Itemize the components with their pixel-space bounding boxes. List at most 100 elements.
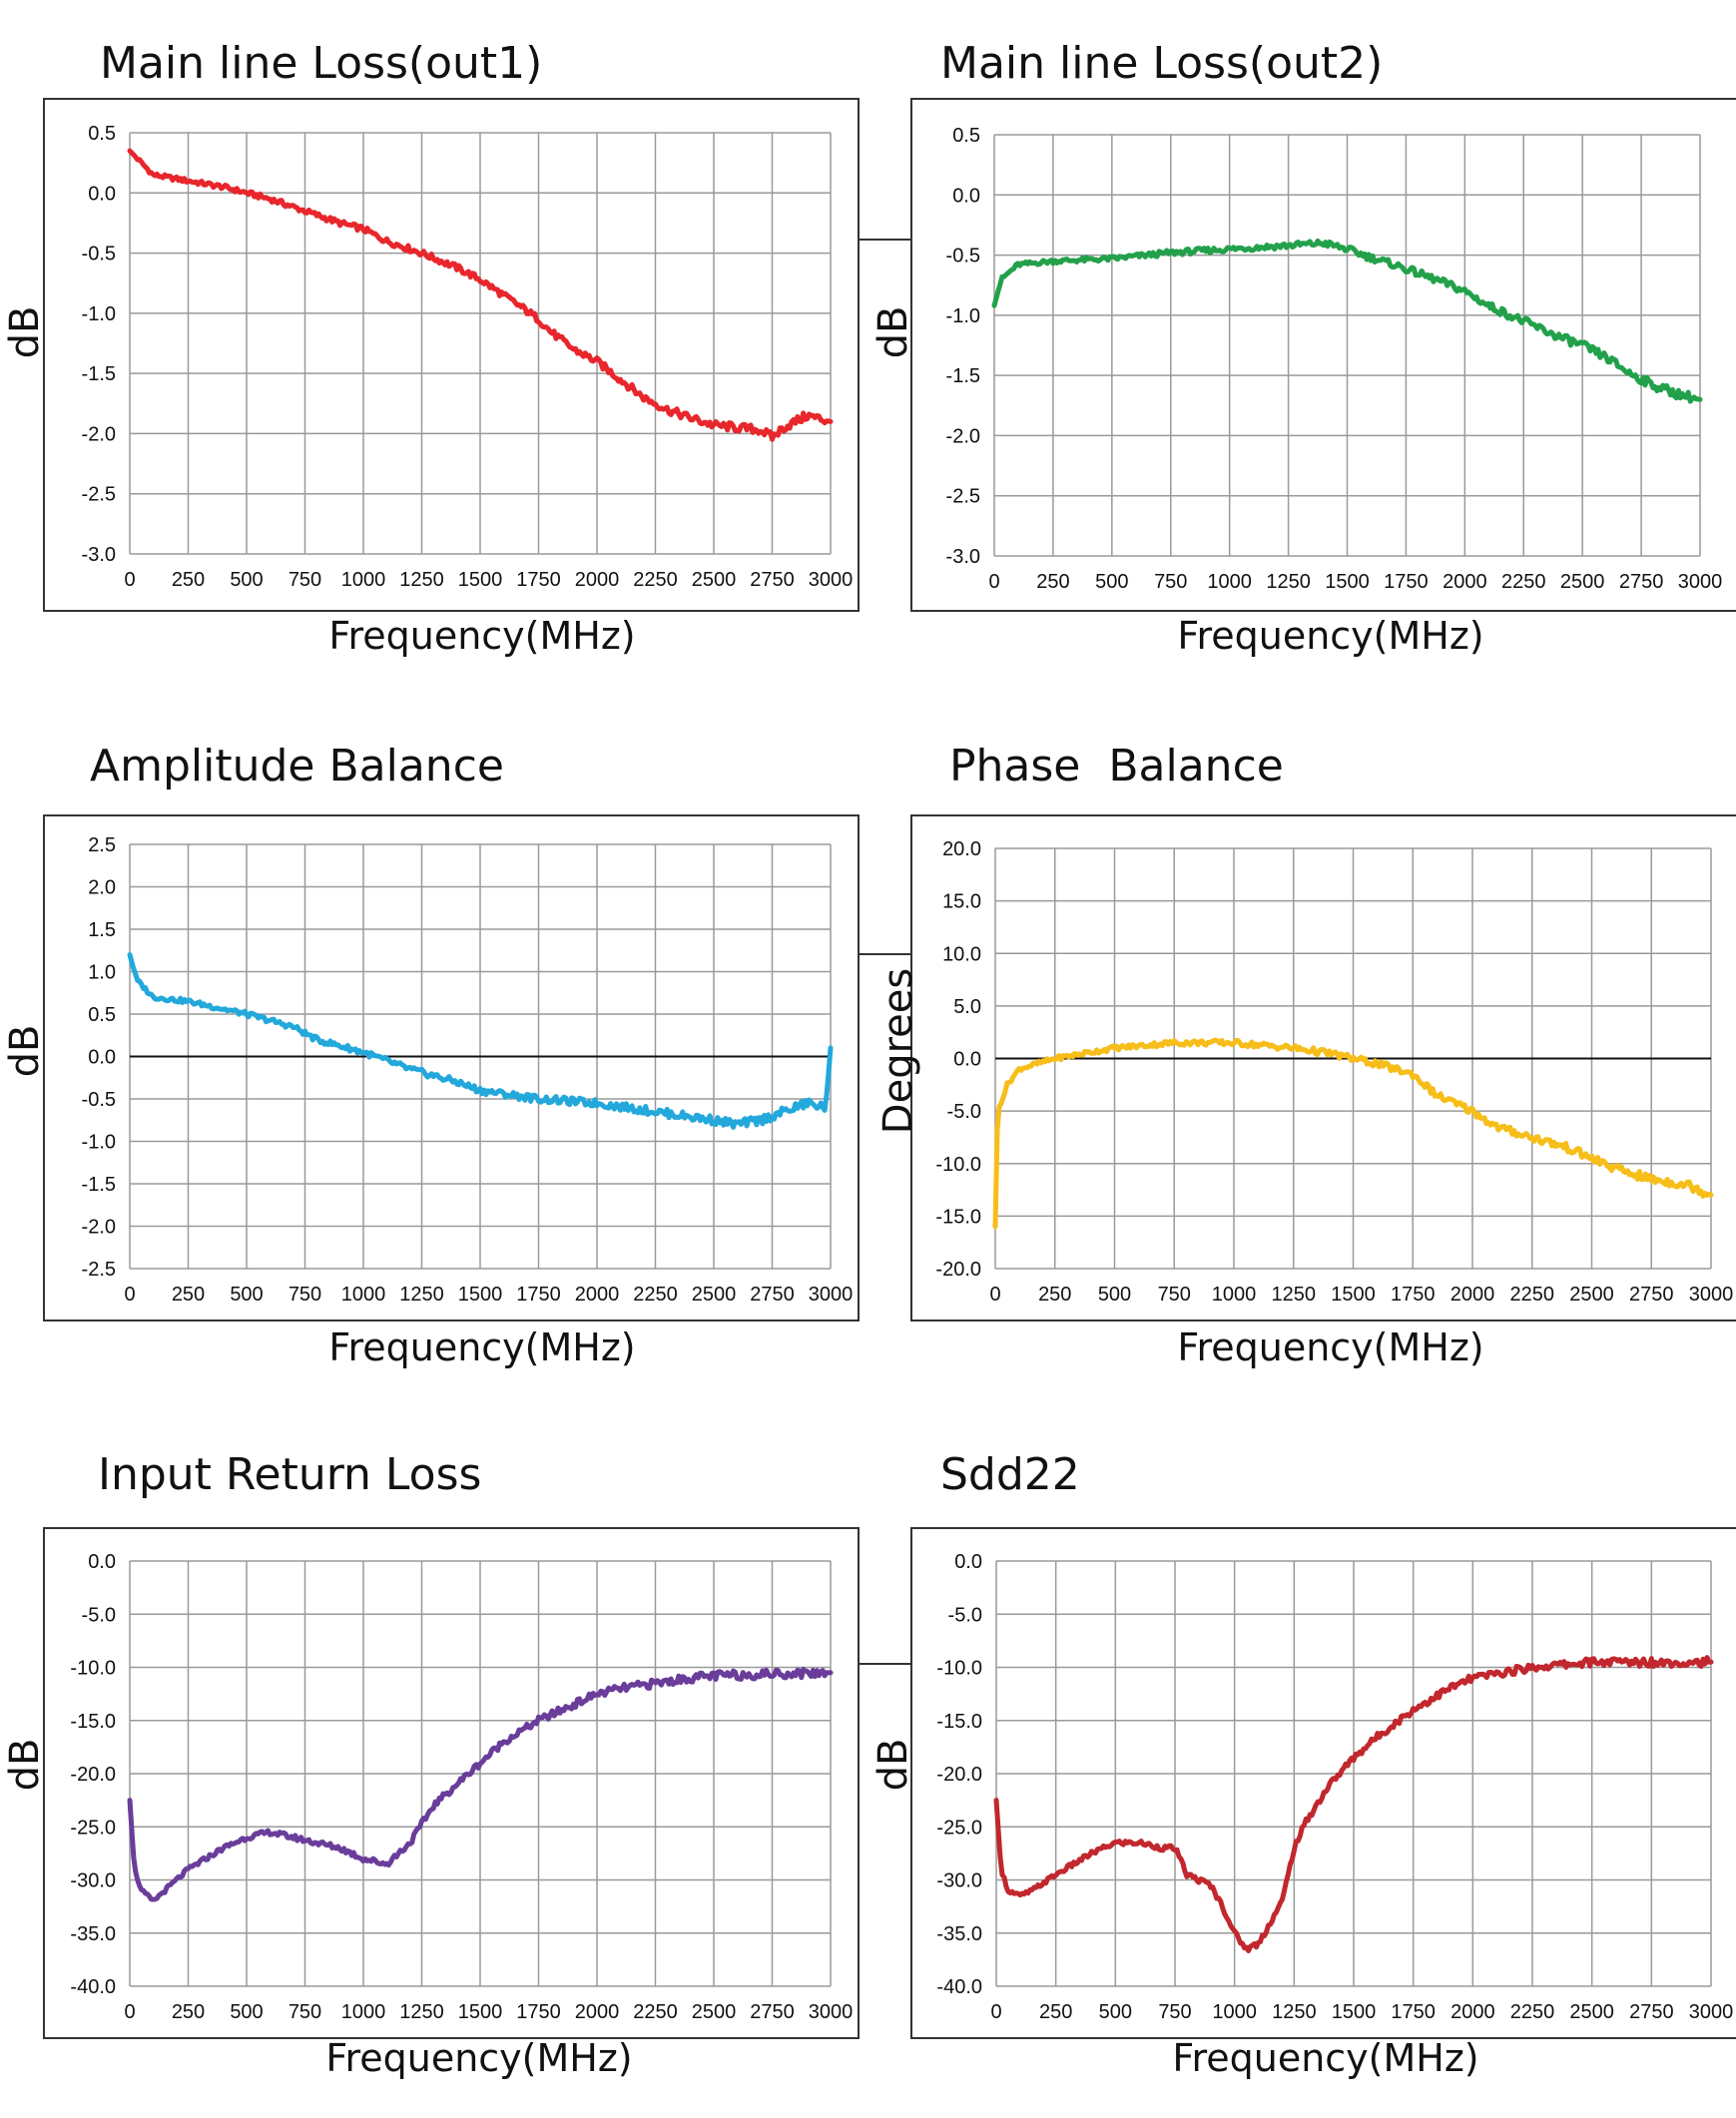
x-tick-label: 0: [124, 569, 135, 591]
x-tick-label: 0: [124, 1284, 135, 1306]
y-tick-label: 0.5: [88, 123, 116, 145]
x-tick-label: 1500: [1331, 1284, 1376, 1306]
x-tick-label: 250: [1039, 2001, 1072, 2023]
x-tick-label: 1500: [1325, 571, 1370, 593]
x-axis-label: Frequency(MHz): [328, 614, 636, 658]
series-line: [991, 238, 1703, 404]
x-axis-label: Frequency(MHz): [325, 2036, 633, 2080]
x-tick-label: 0: [988, 571, 999, 593]
y-tick-label: 10.0: [942, 943, 981, 965]
x-tick-label: 2500: [1560, 571, 1605, 593]
y-tick-label: -1.5: [82, 1174, 116, 1196]
connector-line: [859, 1663, 910, 1665]
chart-title: Sdd22: [940, 1449, 1080, 1500]
x-tick-label: 1250: [1272, 1284, 1317, 1306]
x-tick-label: 250: [172, 2001, 205, 2023]
chart-main-line-loss-out1: Main line Loss(out1) dB Frequency(MHz) 0…: [0, 0, 868, 699]
x-tick-label: 750: [1154, 571, 1187, 593]
x-tick-label: 250: [1038, 1284, 1071, 1306]
y-tick-label: 0.5: [952, 125, 980, 147]
x-tick-label: 2750: [1629, 1284, 1674, 1306]
x-axis-label: Frequency(MHz): [1177, 1325, 1484, 1369]
x-tick-label: 1000: [341, 1284, 386, 1306]
y-tick-label: 1.0: [88, 962, 116, 984]
y-tick-label: -10.0: [70, 1658, 116, 1680]
y-tick-label: 5.0: [953, 996, 981, 1018]
x-tick-label: 2000: [575, 569, 620, 591]
y-tick-label: -25.0: [936, 1817, 982, 1839]
series-line: [127, 952, 834, 1130]
x-tick-label: 2250: [633, 1284, 678, 1306]
x-tick-label: 250: [1036, 571, 1069, 593]
x-tick-label: 1750: [516, 569, 561, 591]
x-tick-label: 2000: [1450, 2001, 1495, 2023]
x-tick-label: 0: [990, 2001, 1001, 2023]
y-tick-label: -25.0: [70, 1817, 116, 1839]
x-tick-label: 0: [124, 2001, 135, 2023]
x-tick-label: 2750: [750, 1284, 795, 1306]
y-tick-label: -1.0: [82, 1132, 116, 1154]
chart-svg: 0 250 500 750 1000 1250 1500 1750 2000 2250 2500 27…: [70, 1551, 853, 2023]
y-tick-label: -40.0: [70, 1976, 116, 1998]
x-tick-label: 1750: [1391, 1284, 1436, 1306]
series-line: [127, 148, 834, 442]
x-tick-label: 2500: [692, 2001, 737, 2023]
x-tick-label: 2000: [575, 2001, 620, 2023]
x-tick-label: 1500: [1332, 2001, 1377, 2023]
x-tick-label: 2750: [750, 569, 795, 591]
chart-svg: 0 250 500 750 1000 1250 1500 1750 2000 2250 2500 27…: [935, 838, 1733, 1306]
x-tick-label: 2500: [692, 1284, 737, 1306]
x-tick-label: 2000: [1450, 1284, 1495, 1306]
x-tick-label: 1750: [1391, 2001, 1436, 2023]
x-tick-label: 1750: [1384, 571, 1429, 593]
y-tick-label: -35.0: [70, 1923, 116, 1945]
x-tick-label: 1250: [399, 1284, 444, 1306]
x-tick-label: 2750: [1619, 571, 1664, 593]
x-tick-label: 2250: [1510, 2001, 1555, 2023]
y-tick-label: -20.0: [936, 1764, 982, 1786]
x-tick-label: 500: [230, 2001, 263, 2023]
chart-title: Input Return Loss: [98, 1449, 482, 1500]
y-tick-label: -2.0: [82, 1217, 116, 1239]
x-tick-label: 3000: [809, 1284, 854, 1306]
plot-area: [43, 1527, 860, 2039]
y-tick-label: -2.0: [82, 423, 116, 445]
chart-title: Main line Loss(out2): [940, 38, 1384, 89]
y-tick-label: -35.0: [936, 1923, 982, 1945]
y-tick-label: -2.5: [946, 486, 980, 508]
x-tick-label: 2000: [575, 1284, 620, 1306]
x-tick-label: 1000: [341, 569, 386, 591]
x-tick-label: 500: [230, 569, 263, 591]
y-tick-label: 0.0: [88, 1551, 116, 1573]
y-tick-label: -1.5: [82, 363, 116, 385]
y-tick-label: -40.0: [936, 1976, 982, 1998]
y-tick-label: -2.0: [946, 425, 980, 447]
x-tick-label: 3000: [1678, 571, 1723, 593]
x-tick-label: 0: [989, 1284, 1000, 1306]
chart-input-return-loss: Input Return Loss dB Frequency(MHz) 0 250…: [0, 1397, 868, 2118]
x-tick-label: 1500: [458, 1284, 503, 1306]
y-tick-label: 20.0: [942, 838, 981, 860]
x-tick-label: 3000: [809, 569, 854, 591]
chart-svg: 0 250 500 750 1000 1250 1500 1750 2000 2250 2500 27…: [82, 123, 854, 591]
y-tick-label: 2.5: [88, 834, 116, 856]
y-tick-label: -3.0: [82, 544, 116, 566]
connector-line: [859, 239, 910, 241]
chart-svg: 0 250 500 750 1000 1250 1500 1750 2000 2250 2500 27…: [936, 1551, 1733, 2023]
x-tick-label: 1250: [399, 2001, 444, 2023]
x-tick-label: 750: [289, 569, 321, 591]
x-tick-label: 1000: [1212, 2001, 1257, 2023]
x-tick-label: 2750: [1629, 2001, 1674, 2023]
x-tick-label: 1250: [399, 569, 444, 591]
y-tick-label: -5.0: [947, 1101, 981, 1123]
x-tick-label: 2500: [1569, 1284, 1614, 1306]
x-tick-label: 2000: [1443, 571, 1487, 593]
y-tick-label: -1.0: [82, 303, 116, 325]
x-tick-label: 750: [1158, 2001, 1191, 2023]
y-tick-label: -10.0: [936, 1658, 982, 1680]
plot-area: [43, 98, 860, 612]
y-tick-label: 0.0: [88, 183, 116, 205]
series-line: [992, 1037, 1714, 1230]
y-tick-label: -1.5: [946, 365, 980, 387]
x-tick-label: 500: [1099, 2001, 1132, 2023]
